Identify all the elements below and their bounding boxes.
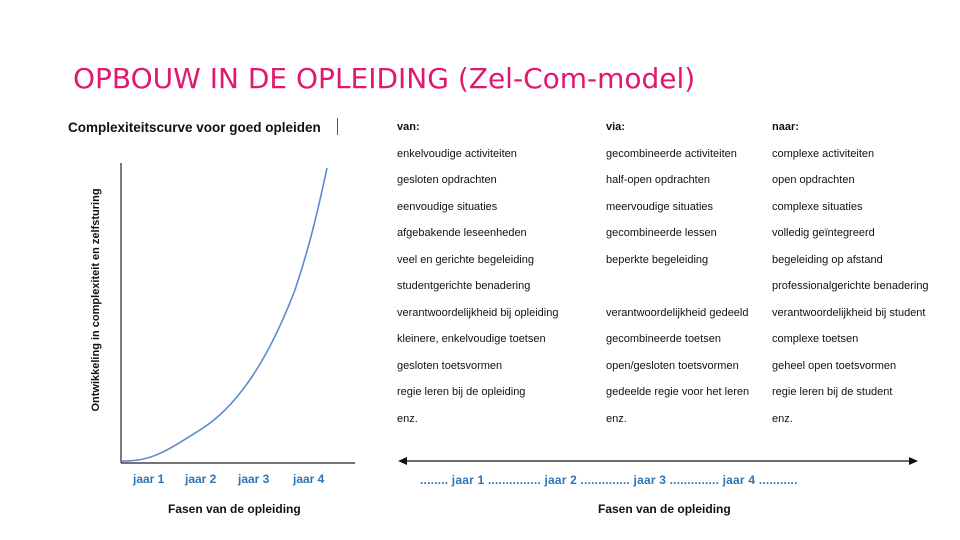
x-tick-jaar-3: jaar 3 bbox=[238, 472, 270, 486]
arrowhead-left-icon bbox=[398, 457, 407, 465]
list-item: regie leren bij de opleiding bbox=[397, 386, 526, 398]
list-item: enz. bbox=[772, 412, 793, 425]
list-item: gecombineerde lessen bbox=[606, 227, 717, 239]
x-tick-jaar-4: jaar 4 bbox=[293, 472, 325, 486]
list-item: gesloten opdrachten bbox=[397, 174, 497, 186]
list-item: eenvoudige situaties bbox=[397, 200, 498, 213]
list-item: gecombineerde activiteiten bbox=[606, 147, 737, 160]
x-tick-jaar-1: jaar 1 bbox=[133, 472, 165, 486]
list-item: geheel open toetsvormen bbox=[772, 359, 897, 372]
column-header: van: bbox=[397, 121, 420, 133]
list-item: meervoudige situaties bbox=[606, 200, 714, 213]
list-item: complexe activiteiten bbox=[772, 147, 875, 160]
list-item: regie leren bij de student bbox=[772, 386, 893, 398]
arrowhead-right-icon bbox=[909, 457, 918, 465]
list-item: verantwoordelijkheid bij opleiding bbox=[397, 306, 559, 319]
x-tick-jaar-2: jaar 2 bbox=[185, 472, 217, 486]
list-item: complexe situaties bbox=[772, 200, 863, 213]
chart-title: Complexiteitscurve voor goed opleiden bbox=[68, 120, 321, 135]
list-item: gesloten toetsvormen bbox=[397, 359, 503, 372]
slide-title: OPBOUW IN DE OPLEIDING (Zel-Com-model) bbox=[73, 62, 696, 95]
list-item: verantwoordelijkheid bij student bbox=[772, 306, 926, 319]
list-item: begeleiding op afstand bbox=[772, 253, 883, 266]
column-van: van: enkelvoudige activiteiten gesloten … bbox=[397, 121, 558, 439]
column-header: naar: bbox=[772, 121, 799, 133]
list-item: beperkte begeleiding bbox=[606, 253, 709, 266]
list-item: gecombineerde toetsen bbox=[606, 333, 721, 345]
list-item: kleinere, enkelvoudige toetsen bbox=[397, 333, 546, 345]
column-via: via: gecombineerde activiteiten half-ope… bbox=[606, 121, 749, 439]
list-item: volledig geïntegreerd bbox=[772, 227, 875, 239]
timeline-label: Fasen van de opleiding bbox=[598, 502, 731, 516]
list-item: half-open opdrachten bbox=[606, 174, 710, 186]
list-item: studentgerichte benadering bbox=[397, 280, 531, 292]
timeline-years: ........ jaar 1 ............... jaar 2 .… bbox=[420, 473, 798, 487]
list-item: veel en gerichte begeleiding bbox=[397, 253, 534, 266]
text-cursor bbox=[337, 118, 338, 135]
list-item: complexe toetsen bbox=[772, 333, 859, 345]
list-item: open/gesloten toetsvormen bbox=[606, 359, 739, 372]
list-item: afgebakende leseenheden bbox=[397, 227, 527, 239]
column-naar: naar: complexe activiteiten open opdrach… bbox=[772, 121, 929, 439]
list-item: enz. bbox=[397, 412, 418, 425]
list-item: open opdrachten bbox=[772, 174, 855, 186]
column-header: via: bbox=[606, 121, 625, 133]
complexity-curve-line bbox=[120, 167, 328, 462]
list-item: enz. bbox=[606, 412, 627, 425]
list-item: verantwoordelijkheid gedeeld bbox=[606, 306, 749, 319]
list-item: enkelvoudige activiteiten bbox=[397, 147, 517, 160]
list-item: gedeelde regie voor het leren bbox=[606, 386, 750, 398]
list-item: professionalgerichte benadering bbox=[772, 280, 929, 292]
chart-x-axis-label: Fasen van de opleiding bbox=[168, 502, 301, 516]
